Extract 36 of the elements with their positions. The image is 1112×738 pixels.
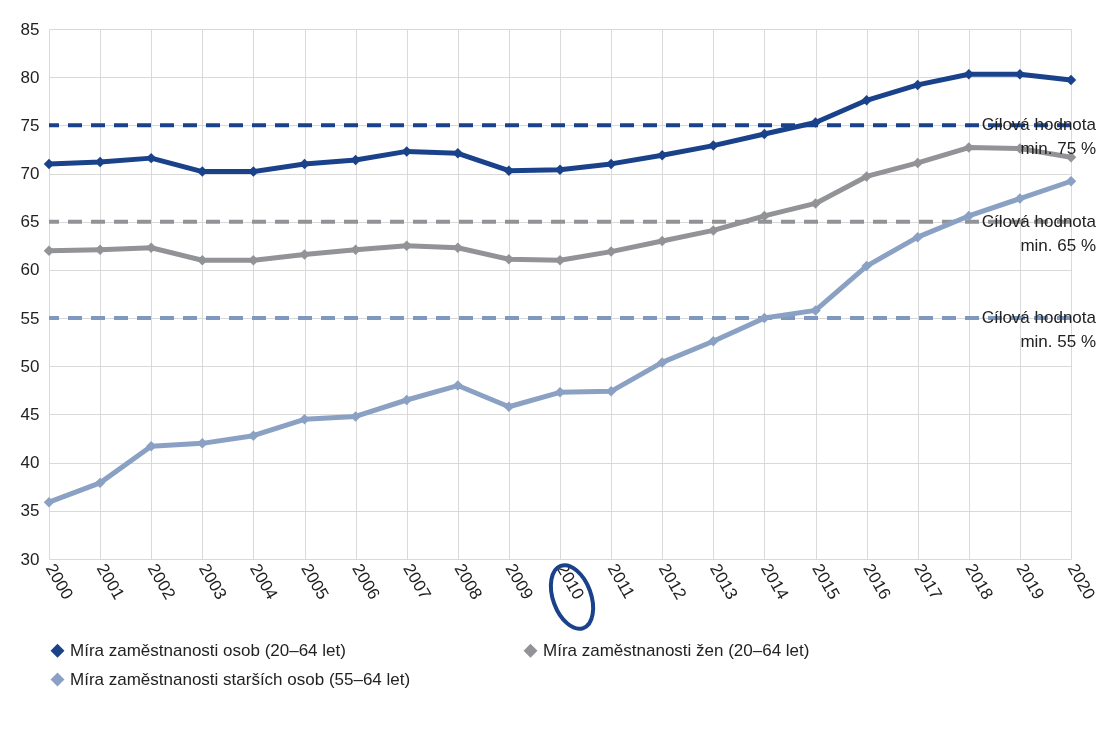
point (708, 335, 719, 347)
point (1065, 176, 1077, 187)
legend-label: Míra zaměstnanosti starších osob (55–64 let) (70, 669, 411, 689)
point (759, 128, 770, 140)
point (1014, 193, 1026, 204)
y-tick-label: 30 (20, 549, 40, 569)
point (708, 225, 719, 236)
point (861, 260, 872, 272)
ref-line-label: Cílová hodnota min. 55 % (981, 308, 1097, 352)
y-tick-label: 45 (20, 404, 40, 424)
point (94, 477, 106, 489)
y-tick-label: 55 (20, 308, 40, 328)
ref-line-label: Cílová hodnota min. 75 % (981, 115, 1097, 159)
y-tick-label: 60 (20, 260, 40, 280)
point (963, 210, 975, 222)
point (656, 357, 668, 368)
point (861, 95, 872, 106)
legend-label: Míra zaměstnanosti osob (20–64 let) (70, 640, 346, 660)
point (401, 394, 412, 406)
y-tick-label: 40 (20, 453, 40, 473)
y-tick-label: 80 (20, 67, 40, 87)
point (810, 117, 821, 128)
point (43, 496, 55, 508)
y-tick-label: 70 (20, 164, 40, 184)
y-tick-label: 50 (20, 356, 40, 376)
point (912, 231, 923, 243)
point (912, 79, 923, 91)
y-tick-label: 85 (20, 19, 40, 39)
point (912, 157, 923, 169)
y-tick-label: 65 (20, 212, 40, 232)
y-tick-label: 75 (20, 115, 40, 135)
ref-line-label: Cílová hodnota min. 65 % (981, 211, 1097, 255)
legend-label: Míra zaměstnanosti žen (20–64 let) (543, 640, 810, 660)
point (861, 171, 872, 182)
y-tick-label: 35 (20, 501, 40, 521)
point (452, 380, 464, 391)
